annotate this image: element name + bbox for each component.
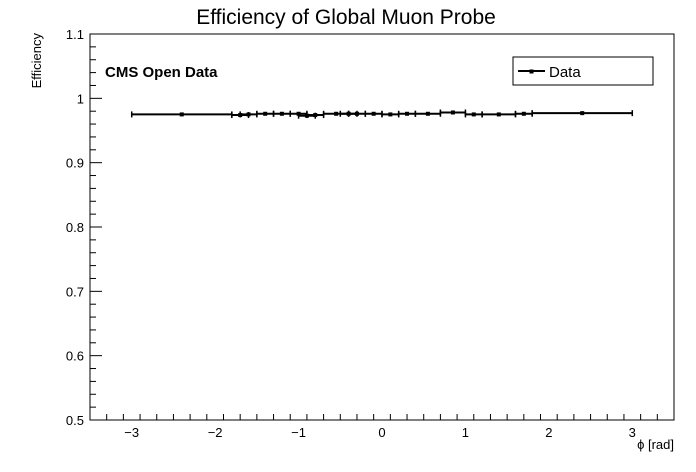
data-marker xyxy=(354,111,359,116)
data-marker xyxy=(425,111,430,116)
data-point xyxy=(514,110,533,117)
chart-title: Efficiency of Global Muon Probe xyxy=(196,6,496,29)
data-series xyxy=(130,109,634,119)
legend-marker xyxy=(529,69,534,74)
data-point xyxy=(381,111,400,118)
plot-frame xyxy=(89,33,675,421)
data-point xyxy=(272,110,291,117)
y-tick-label: 0.8 xyxy=(66,220,84,235)
data-marker xyxy=(521,111,526,116)
data-marker xyxy=(496,112,501,117)
data-marker xyxy=(313,113,318,118)
data-point xyxy=(481,111,517,118)
x-tick-label: 1 xyxy=(462,425,469,440)
x-tick-label: −2 xyxy=(208,425,223,440)
y-tick-label: 1.1 xyxy=(66,27,84,42)
x-tick-label: 2 xyxy=(545,425,552,440)
data-point xyxy=(531,110,634,117)
x-tick-label: 0 xyxy=(378,425,385,440)
x-axis-title: ϕ [rad] xyxy=(637,437,674,452)
data-point xyxy=(364,110,383,117)
x-tick-label: −3 xyxy=(124,425,139,440)
x-tick-label: 3 xyxy=(629,425,636,440)
y-tick-label: 0.7 xyxy=(66,284,84,299)
y-tick-label: 0.5 xyxy=(66,413,84,428)
data-marker xyxy=(388,112,393,117)
data-point xyxy=(397,110,417,117)
y-tick-label: 0.6 xyxy=(66,349,84,364)
data-marker xyxy=(246,112,251,117)
legend: Data xyxy=(512,56,654,86)
data-marker xyxy=(371,111,376,116)
data-marker xyxy=(450,110,455,115)
cms-open-data-label: CMS Open Data xyxy=(105,64,218,81)
data-marker xyxy=(279,111,284,116)
data-point xyxy=(130,111,233,118)
y-axis: 0.5 0.6 0.7 0.8 0.9 1 1.1 xyxy=(66,27,102,428)
data-marker xyxy=(471,112,476,117)
data-marker xyxy=(179,112,184,117)
x-tick-label: −1 xyxy=(291,425,306,440)
data-marker xyxy=(405,111,410,116)
data-marker xyxy=(334,111,339,116)
data-point xyxy=(464,111,483,118)
y-tick-label: 0.9 xyxy=(66,156,84,171)
y-tick-label: 1 xyxy=(77,91,84,106)
data-point xyxy=(414,110,442,117)
data-point xyxy=(439,109,467,116)
x-axis: −3 −2 −1 0 1 2 3 xyxy=(89,414,675,440)
y-axis-title: Efficiency xyxy=(29,33,44,89)
data-point xyxy=(256,110,275,117)
data-marker xyxy=(580,111,585,116)
legend-label-data: Data xyxy=(549,64,581,81)
data-marker xyxy=(263,111,268,116)
